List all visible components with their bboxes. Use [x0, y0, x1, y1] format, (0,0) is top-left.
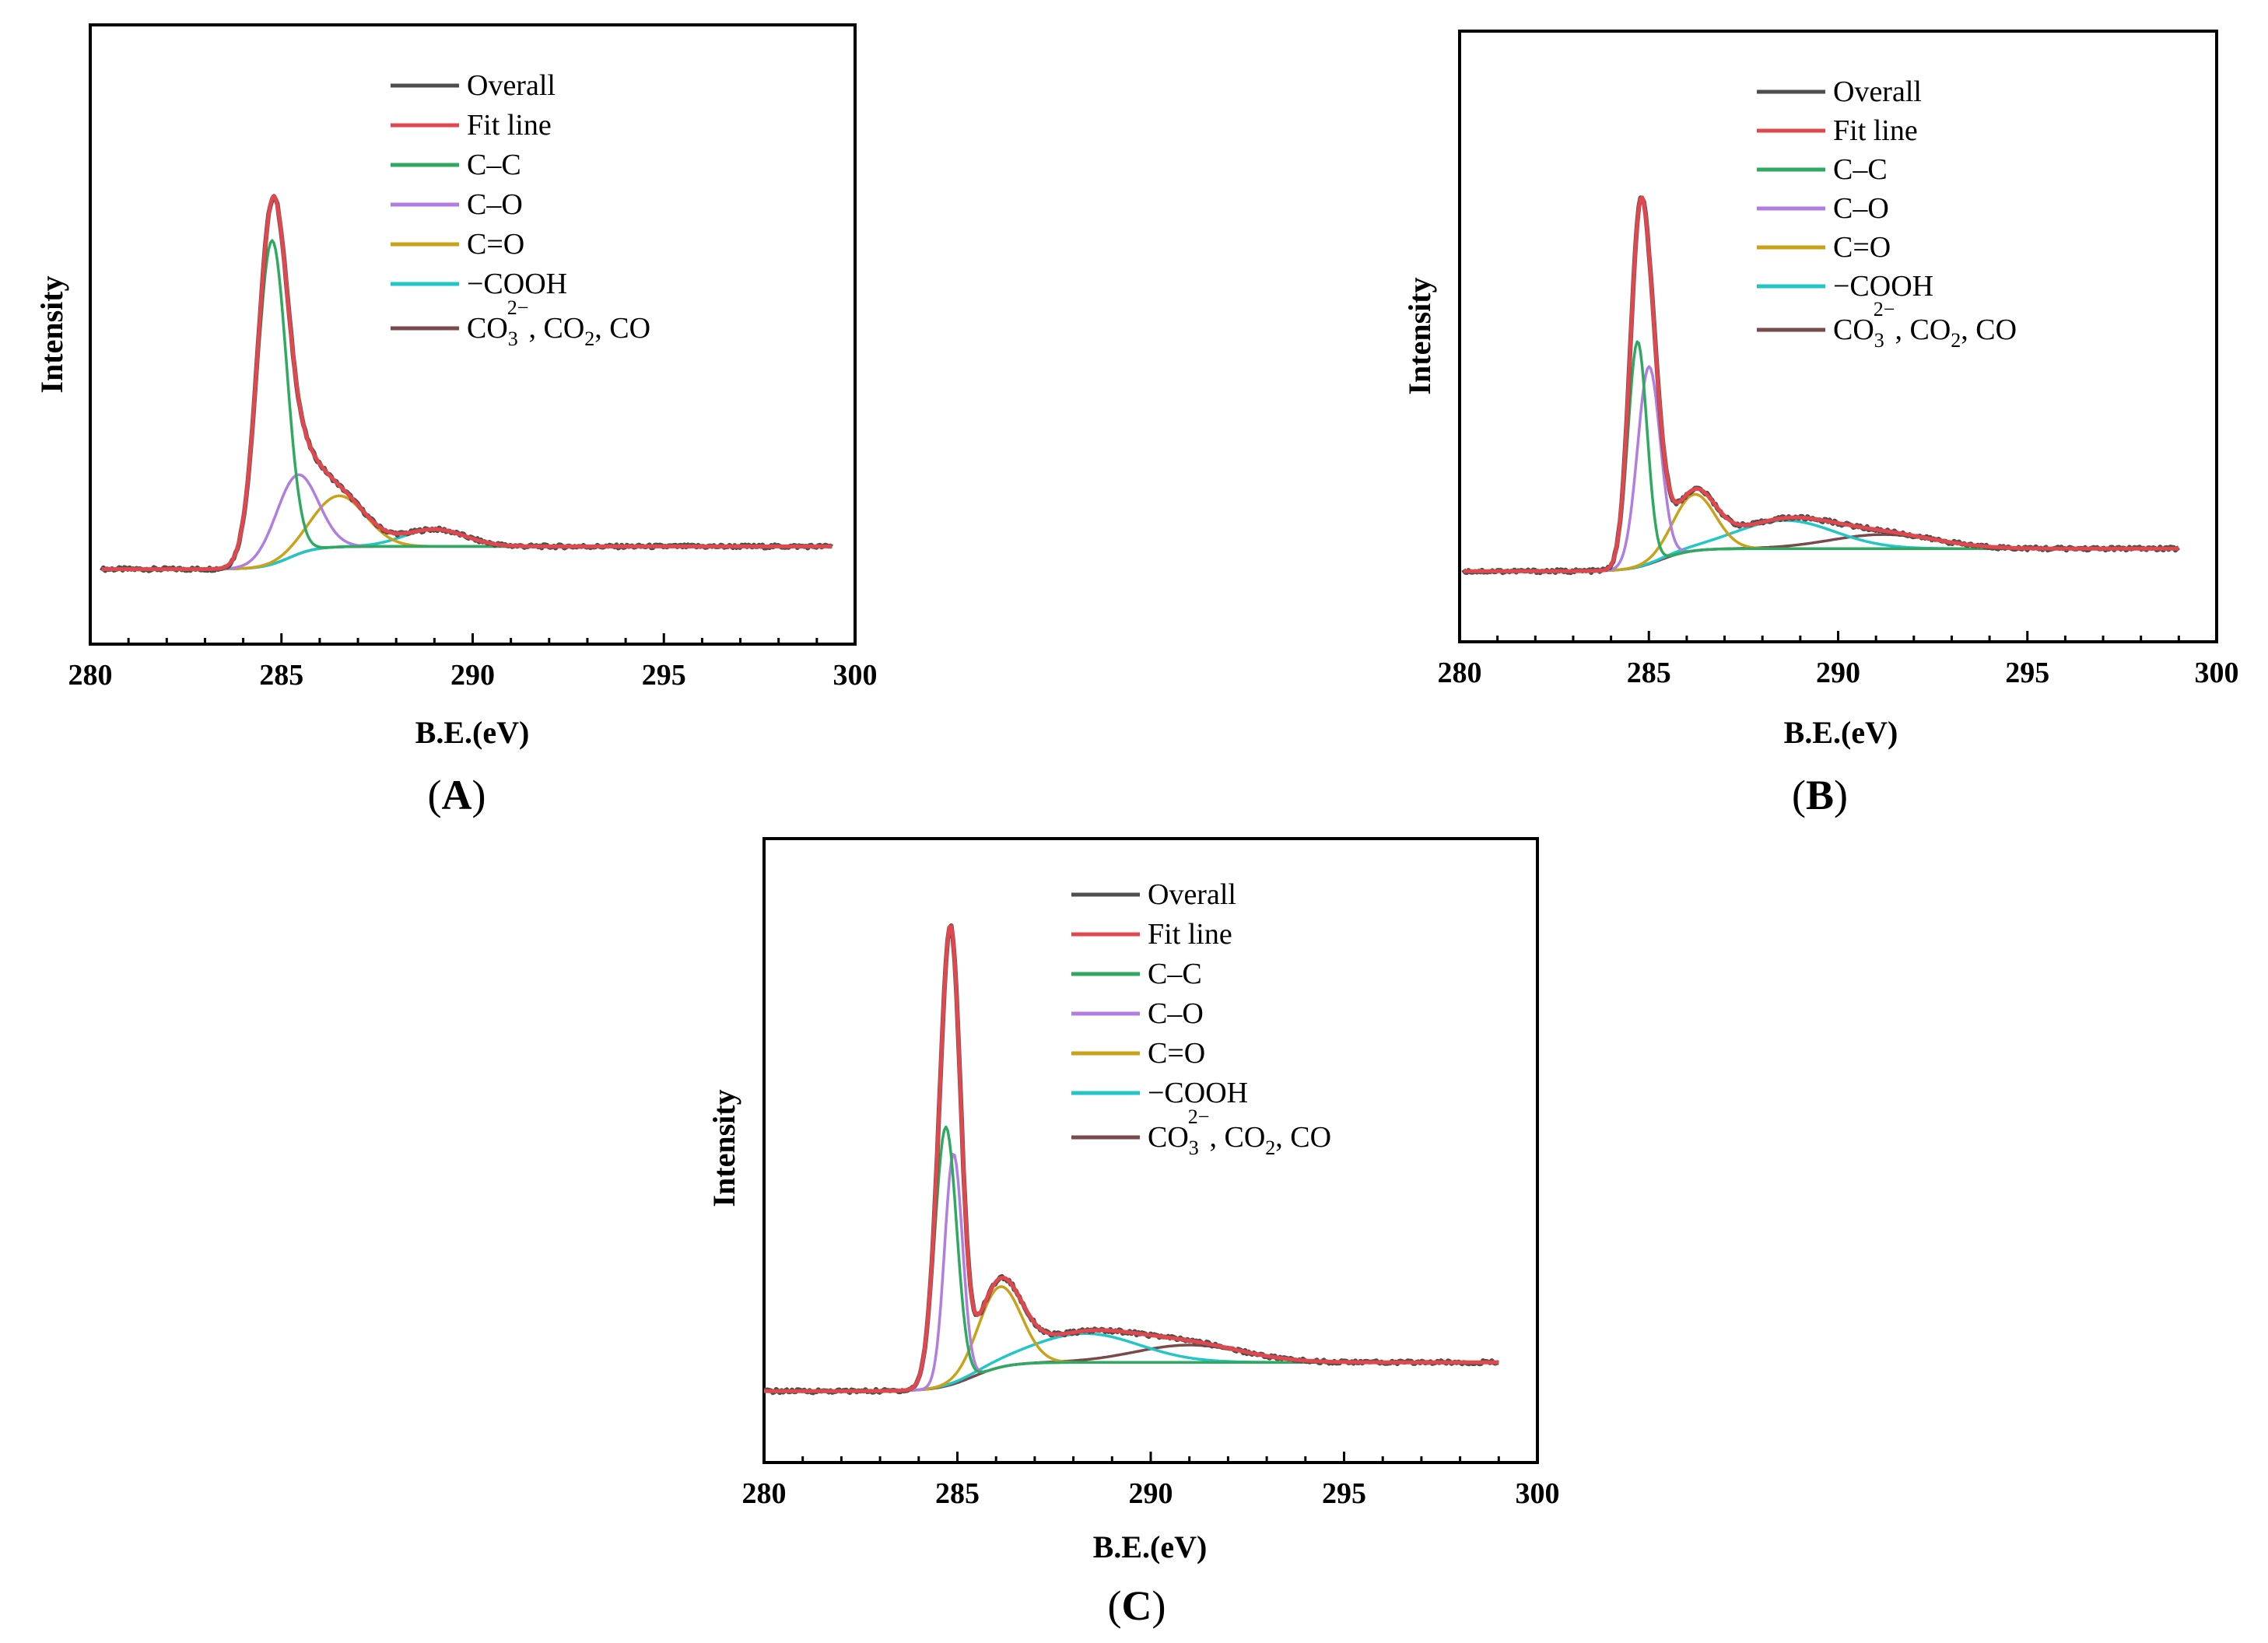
x-tick-label: 280	[742, 1477, 787, 1510]
legend-label: Fit line	[467, 109, 552, 142]
panel-label: (B)	[1792, 772, 1848, 818]
y-axis-label: Intensity	[706, 1089, 741, 1207]
x-tick-label: 295	[2005, 657, 2049, 689]
x-tick-label: 290	[450, 659, 495, 692]
legend-item-ceo: C=O	[1071, 1037, 1205, 1070]
legend-label: C–O	[1833, 192, 1889, 225]
legend-item-cc: C–C	[1757, 153, 1888, 186]
x-tick-label: 290	[1816, 657, 1860, 689]
panel-a: 280 285 290 295 300 Intensity B.E.(eV) Overa…	[34, 23, 878, 818]
panel-b: 280 285 290 295 300 Intensity B.E.(eV) Overa…	[1402, 30, 2239, 818]
legend-label: C–C	[467, 149, 521, 181]
legend-label: C=O	[467, 228, 524, 261]
y-axis-label: Intensity	[34, 275, 69, 393]
legend-item-ceo: C=O	[1757, 231, 1891, 264]
x-axis-label: B.E.(eV)	[415, 715, 530, 750]
legend-label: C=O	[1148, 1037, 1205, 1070]
panel-label: (C)	[1108, 1582, 1166, 1629]
plot-frame	[762, 837, 1539, 1464]
x-tick-label: 285	[1627, 657, 1671, 689]
legend-label: CO32−, CO2, CO	[467, 296, 650, 350]
x-tick-label: 300	[2195, 657, 2239, 689]
legend-item-co: C–O	[1071, 997, 1204, 1030]
x-tick-label: 285	[259, 659, 303, 692]
legend-label: C–O	[1148, 997, 1204, 1030]
legend-label: Overall	[467, 69, 556, 102]
legend-item-overall: Overall	[1757, 75, 1922, 108]
legend-label: Fit line	[1148, 918, 1232, 951]
series-line-fit	[101, 194, 833, 572]
plot-frame	[89, 23, 857, 646]
legend-label: CO32−, CO2, CO	[1833, 298, 2017, 352]
legend-label: −COOH	[1148, 1077, 1248, 1109]
y-axis-label: Intensity	[1402, 277, 1437, 394]
legend-item-co3: CO32−, CO2, CO	[391, 296, 650, 350]
x-tick-label: 280	[1438, 657, 1482, 689]
curves-group	[100, 194, 833, 573]
legend-label: Overall	[1148, 878, 1236, 911]
panel-label: (A)	[428, 772, 486, 818]
x-tick-label: 290	[1129, 1477, 1173, 1510]
legend-item-co3: CO32−, CO2, CO	[1757, 298, 2017, 352]
x-axis-label: B.E.(eV)	[1784, 715, 1898, 750]
x-tick-label: 295	[1322, 1477, 1366, 1510]
legend-label: C=O	[1833, 231, 1891, 264]
x-tick-label: 300	[833, 659, 878, 692]
panel-c: 280 285 290 295 300 Intensity B.E.(eV) Overa…	[706, 837, 1560, 1629]
legend-item-co3: CO32−, CO2, CO	[1071, 1105, 1331, 1159]
legend-item-ceo: C=O	[391, 228, 524, 261]
legend-label: −COOH	[467, 268, 567, 300]
legend-item-overall: Overall	[1071, 878, 1236, 911]
curves-group	[1461, 195, 2180, 576]
legend-item-cooh: −COOH	[1071, 1077, 1248, 1109]
x-axis-ticks: 280 285 290 295 300	[68, 633, 878, 692]
legend-item-cc: C–C	[391, 149, 521, 181]
legend-item-co: C–O	[391, 188, 523, 221]
x-tick-label: 295	[642, 659, 686, 692]
legend-label: C–C	[1148, 958, 1202, 990]
legend-label: Overall	[1833, 75, 1922, 108]
x-axis-ticks: 280 285 290 295 300	[1438, 631, 2239, 689]
series-line-fit	[763, 924, 1499, 1393]
x-tick-label: 300	[1516, 1477, 1560, 1510]
legend-item-fit: Fit line	[391, 109, 552, 142]
legend-item-fit: Fit line	[1071, 918, 1232, 951]
legend-item-cooh: −COOH	[1757, 270, 1933, 303]
x-axis-label: B.E.(eV)	[1093, 1529, 1208, 1564]
legend-item-cc: C–C	[1071, 958, 1202, 990]
legend-label: CO32−, CO2, CO	[1148, 1105, 1331, 1159]
series-line-fit	[1463, 195, 2179, 573]
legend-label: C–O	[467, 188, 523, 221]
x-tick-label: 285	[935, 1477, 980, 1510]
legend-label: −COOH	[1833, 270, 1933, 303]
legend-label: Fit line	[1833, 114, 1918, 147]
curves-group	[763, 923, 1500, 1396]
legend-item-overall: Overall	[391, 69, 556, 102]
legend-item-co: C–O	[1757, 192, 1889, 225]
legend-item-fit: Fit line	[1757, 114, 1918, 147]
legend-label: C–C	[1833, 153, 1888, 186]
x-axis-ticks: 280 285 290 295 300	[742, 1452, 1560, 1510]
x-tick-label: 280	[68, 659, 113, 692]
legend-item-cooh: −COOH	[391, 268, 567, 300]
